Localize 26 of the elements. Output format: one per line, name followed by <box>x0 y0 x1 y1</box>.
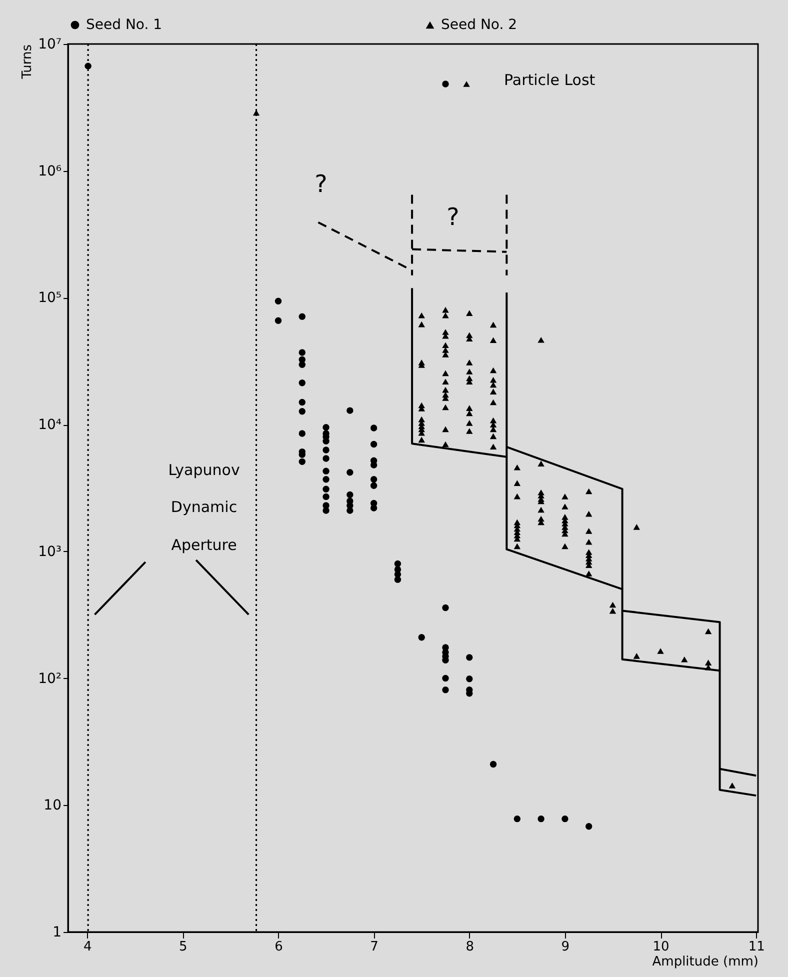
annotation: ? <box>314 170 328 198</box>
y-tick-label: 10⁷ <box>38 36 62 52</box>
y-tick-label: 10⁴ <box>38 417 62 434</box>
x-tick-label: 5 <box>179 940 188 954</box>
x-tick-label: 9 <box>561 940 570 954</box>
y-tick-label: 10² <box>38 670 62 687</box>
x-tick-label: 11 <box>748 940 765 954</box>
y-tick-label: 10 <box>44 798 62 814</box>
x-tick-label: 10 <box>652 940 670 954</box>
y-tick-label: 10⁵ <box>38 290 62 306</box>
y-tick-label: 10³ <box>38 544 62 560</box>
x-axis-title: Amplitude (mm) <box>652 954 758 970</box>
x-tick-label: 4 <box>83 940 92 954</box>
x-tick-label: 8 <box>466 940 474 954</box>
y-tick-label: 10⁶ <box>38 163 62 180</box>
annotation: Aperture <box>171 536 237 554</box>
legend-label: Seed No. 1 <box>86 17 162 33</box>
annotation: Particle Lost <box>504 71 596 89</box>
legend-label: Seed No. 2 <box>441 17 518 33</box>
y-tick-label: 1 <box>52 924 62 940</box>
y-axis-title: Turns <box>20 44 36 80</box>
x-tick-label: 6 <box>274 940 283 954</box>
x-tick-label: 7 <box>370 940 378 954</box>
annotation: Dynamic <box>170 498 238 516</box>
annotation: ? <box>446 203 460 231</box>
annotation: Lyapunov <box>168 461 240 479</box>
